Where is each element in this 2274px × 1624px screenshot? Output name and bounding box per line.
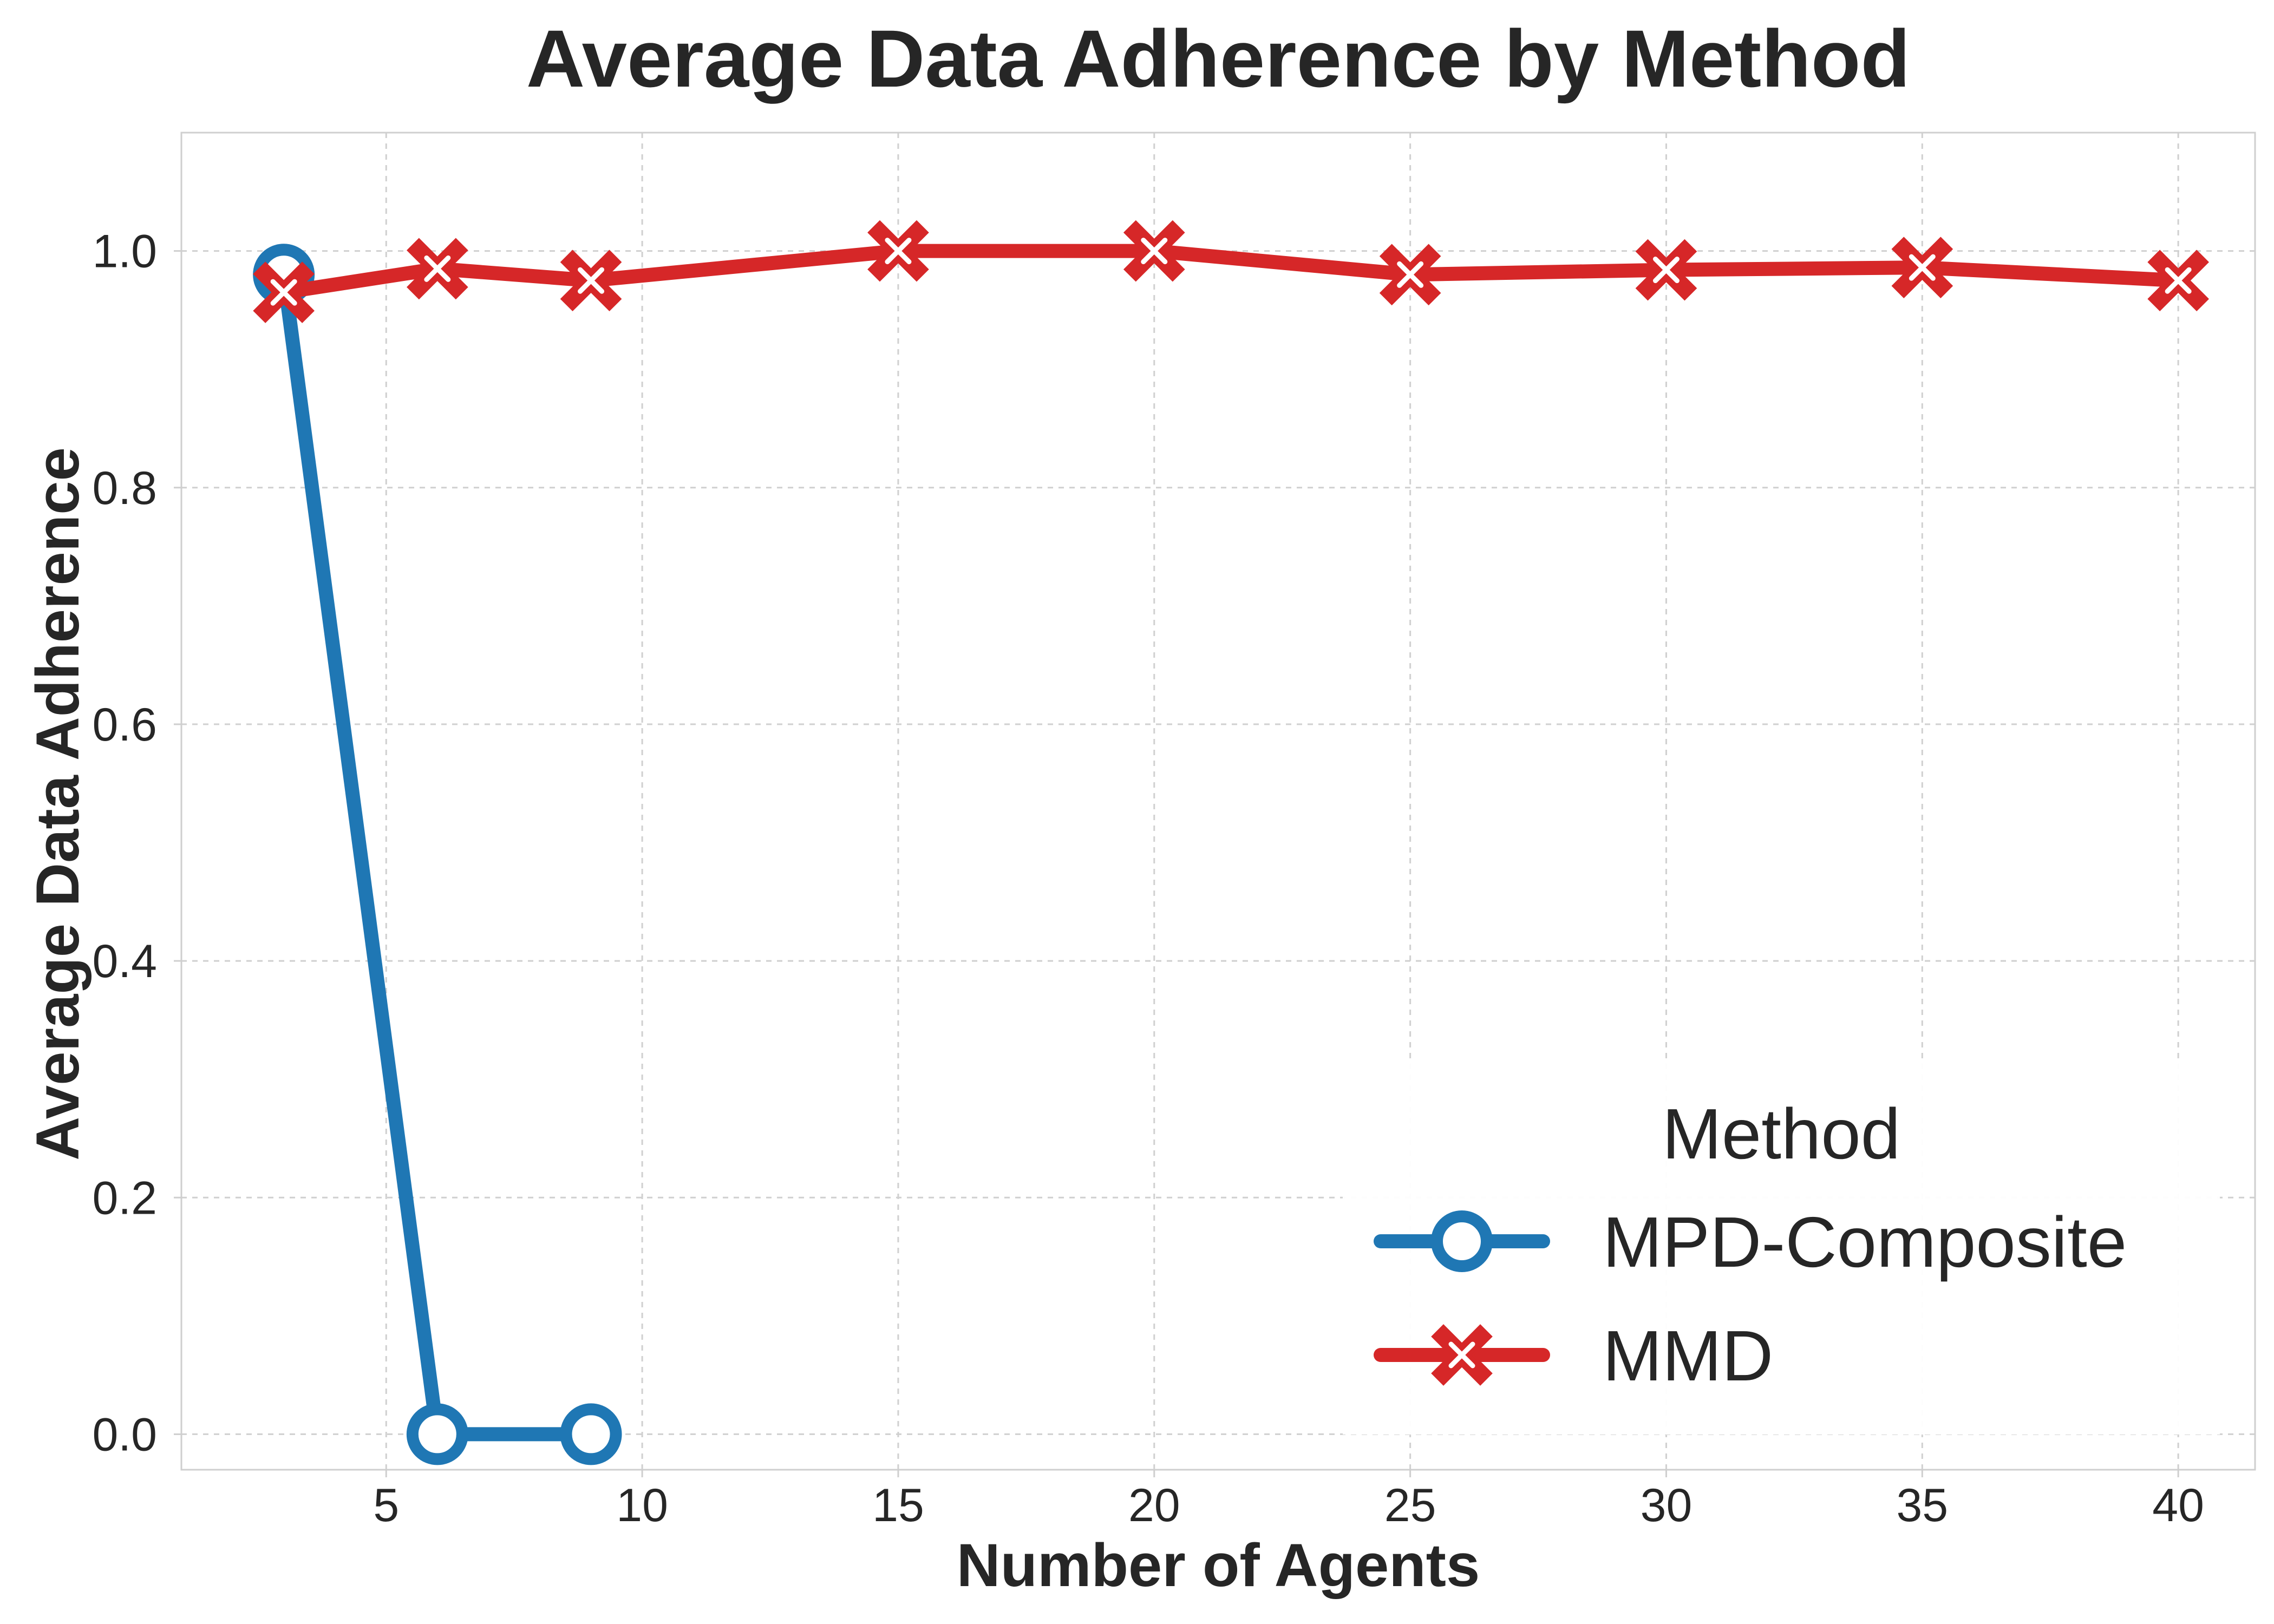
legend-marker-mmd <box>1431 1324 1493 1386</box>
y-tick-label: 0.0 <box>92 1409 157 1461</box>
y-axis-ticks: 0.0 0.2 0.4 0.6 0.8 1.0 <box>92 226 181 1461</box>
y-tick-label: 0.6 <box>92 699 157 751</box>
data-point-mmd <box>2147 250 2209 312</box>
x-tick-label: 30 <box>1641 1479 1693 1531</box>
data-point-mmd <box>1891 237 1953 299</box>
plot-frame <box>180 132 2256 1471</box>
legend-label-mpd-composite: MPD-Composite <box>1603 1202 2127 1282</box>
data-point-mmd <box>1123 220 1185 282</box>
series-layer <box>253 220 2209 1465</box>
chart-title: Average Data Adherence by Method <box>526 13 1910 104</box>
data-point-mmd <box>253 261 315 323</box>
data-point-mmd <box>407 238 468 300</box>
x-axis-ticks: 5 10 15 20 25 30 35 40 <box>373 1470 2204 1531</box>
legend-marker-mpd-composite <box>1431 1210 1493 1272</box>
x-tick-label: 10 <box>616 1479 668 1531</box>
legend-item-mpd-composite: MPD-Composite <box>1374 1202 2127 1282</box>
data-point-mmd <box>1635 239 1697 301</box>
y-tick-label: 0.4 <box>92 935 157 987</box>
x-axis-label: Number of Agents <box>957 1531 1480 1599</box>
y-tick-label: 0.2 <box>92 1172 157 1224</box>
legend: Method MPD-Composite MMD <box>1343 1061 2220 1435</box>
legend-label-mmd: MMD <box>1603 1316 1773 1396</box>
series-mmd <box>253 220 2209 323</box>
legend-title: Method <box>1662 1094 1900 1174</box>
x-tick-label: 25 <box>1384 1479 1436 1531</box>
x-tick-label: 40 <box>2152 1479 2204 1531</box>
x-tick-label: 5 <box>373 1479 399 1531</box>
data-point-mmd <box>1379 244 1441 306</box>
y-tick-label: 1.0 <box>92 226 157 278</box>
y-tick-label: 0.8 <box>92 462 157 514</box>
data-point-mpd-composite <box>406 1403 468 1465</box>
y-axis-label: Average Data Adherence <box>24 447 92 1161</box>
x-tick-label: 15 <box>872 1479 924 1531</box>
x-tick-label: 35 <box>1896 1479 1948 1531</box>
data-point-mmd <box>867 220 929 282</box>
legend-item-mmd: MMD <box>1374 1316 1773 1396</box>
data-point-mmd <box>560 250 622 312</box>
data-point-mpd-composite <box>560 1403 622 1465</box>
series-mpd-composite <box>253 244 622 1465</box>
x-tick-label: 20 <box>1128 1479 1180 1531</box>
